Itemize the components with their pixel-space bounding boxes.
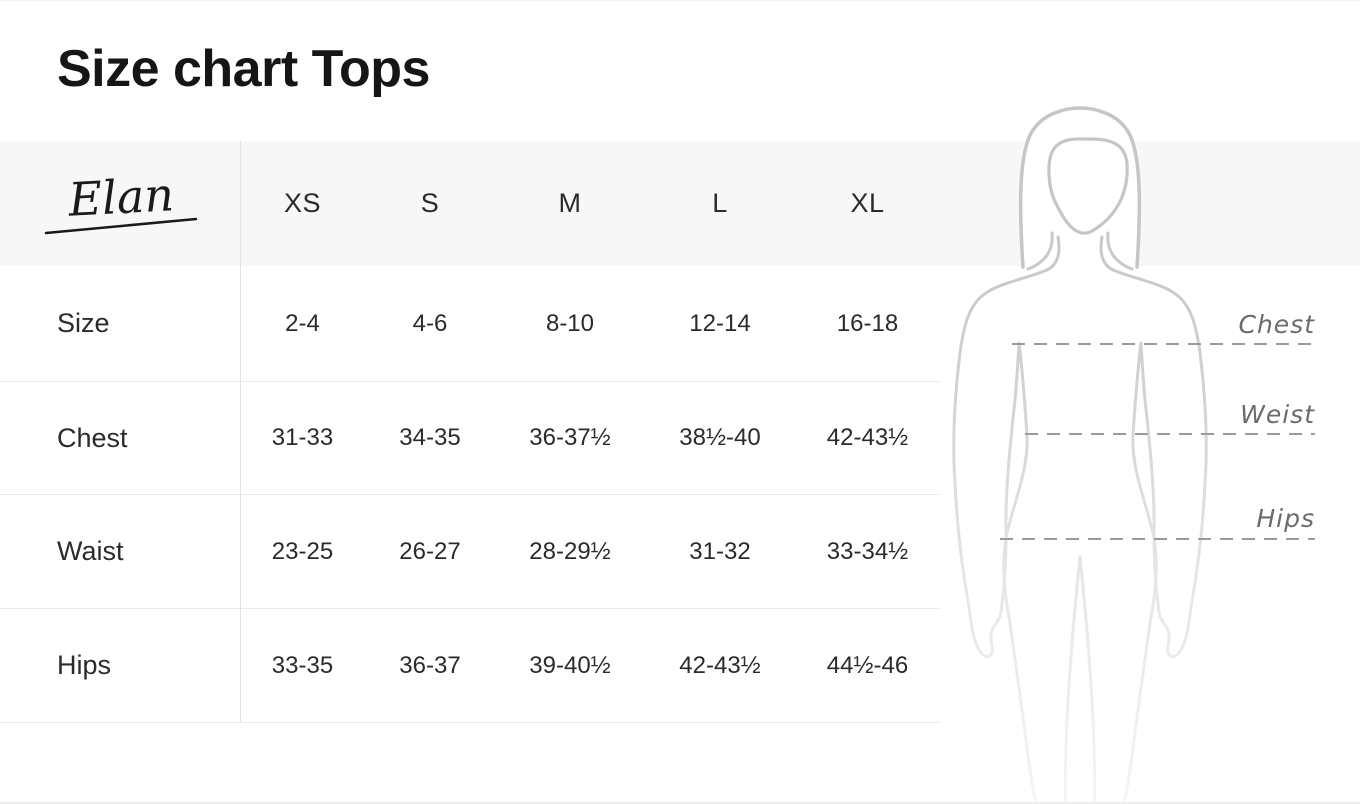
column-header-xl: XL bbox=[850, 188, 885, 218]
measurement-cell-size-m: 8-10 bbox=[495, 266, 645, 382]
brand-logo-signature: Elan bbox=[44, 167, 198, 234]
row-label-hips: Hips bbox=[0, 609, 240, 723]
table-vertical-divider bbox=[240, 141, 241, 723]
measurement-cell-size-s: 4-6 bbox=[365, 266, 495, 382]
chest-measure-label: Chest bbox=[1238, 310, 1315, 339]
column-header-l: L bbox=[712, 188, 728, 218]
figure-left-arm bbox=[952, 235, 1061, 659]
page-title: Size chart Tops bbox=[57, 40, 430, 98]
brand-logo-text: Elan bbox=[66, 167, 175, 226]
figure-face bbox=[1047, 137, 1129, 235]
measurement-cell-chest-l: 38½-40 bbox=[645, 382, 795, 495]
body-measurement-figure: Chest Weist Hips bbox=[930, 105, 1320, 802]
row-label-waist: Waist bbox=[0, 495, 240, 609]
figure-hair-strand-left bbox=[1026, 231, 1054, 271]
figure-left-torso-leg bbox=[1002, 341, 1037, 802]
column-header-m: M bbox=[558, 188, 582, 218]
measurement-cell-hips-m: 39-40½ bbox=[495, 609, 645, 723]
brand-logo: Elan bbox=[0, 141, 240, 266]
measurement-cell-waist-l: 31-32 bbox=[645, 495, 795, 609]
measurement-cell-size-xs: 2-4 bbox=[240, 266, 365, 382]
measurement-cell-size-l: 12-14 bbox=[645, 266, 795, 382]
measurement-cell-chest-m: 36-37½ bbox=[495, 382, 645, 495]
column-header-s: S bbox=[420, 188, 440, 218]
hips-measure-label: Hips bbox=[1256, 504, 1315, 533]
logo-underline bbox=[44, 217, 198, 234]
row-label-chest: Chest bbox=[0, 382, 240, 495]
female-silhouette-illustration: Chest Weist Hips bbox=[952, 106, 1315, 802]
measurement-cell-waist-s: 26-27 bbox=[365, 495, 495, 609]
measurement-cell-waist-xl: 33-34½ bbox=[795, 495, 940, 609]
measurement-cell-chest-s: 34-35 bbox=[365, 382, 495, 495]
column-header-xs: XS bbox=[283, 188, 322, 218]
measurement-cell-hips-xs: 33-35 bbox=[240, 609, 365, 723]
figure-right-inner-leg bbox=[1078, 555, 1097, 802]
measurement-cell-waist-xs: 23-25 bbox=[240, 495, 365, 609]
figure-left-inner-leg bbox=[1063, 555, 1082, 802]
figure-right-torso-leg bbox=[1123, 341, 1158, 802]
figure-hair-strand-right bbox=[1106, 231, 1134, 271]
figure-right-arm bbox=[1099, 235, 1208, 659]
measurement-cell-size-xl: 16-18 bbox=[795, 266, 940, 382]
size-table: Elan XS S M L XL Size 2-4 4-6 8-10 12-14 16-18 Ches… bbox=[0, 141, 940, 723]
measurement-cell-hips-l: 42-43½ bbox=[645, 609, 795, 723]
measurement-cell-chest-xl: 42-43½ bbox=[795, 382, 940, 495]
measurement-cell-chest-xs: 31-33 bbox=[240, 382, 365, 495]
measurement-cell-waist-m: 28-29½ bbox=[495, 495, 645, 609]
row-label-size: Size bbox=[0, 266, 240, 382]
measurement-cell-hips-xl: 44½-46 bbox=[795, 609, 940, 723]
measurement-cell-hips-s: 36-37 bbox=[365, 609, 495, 723]
waist-measure-label: Weist bbox=[1240, 400, 1315, 429]
